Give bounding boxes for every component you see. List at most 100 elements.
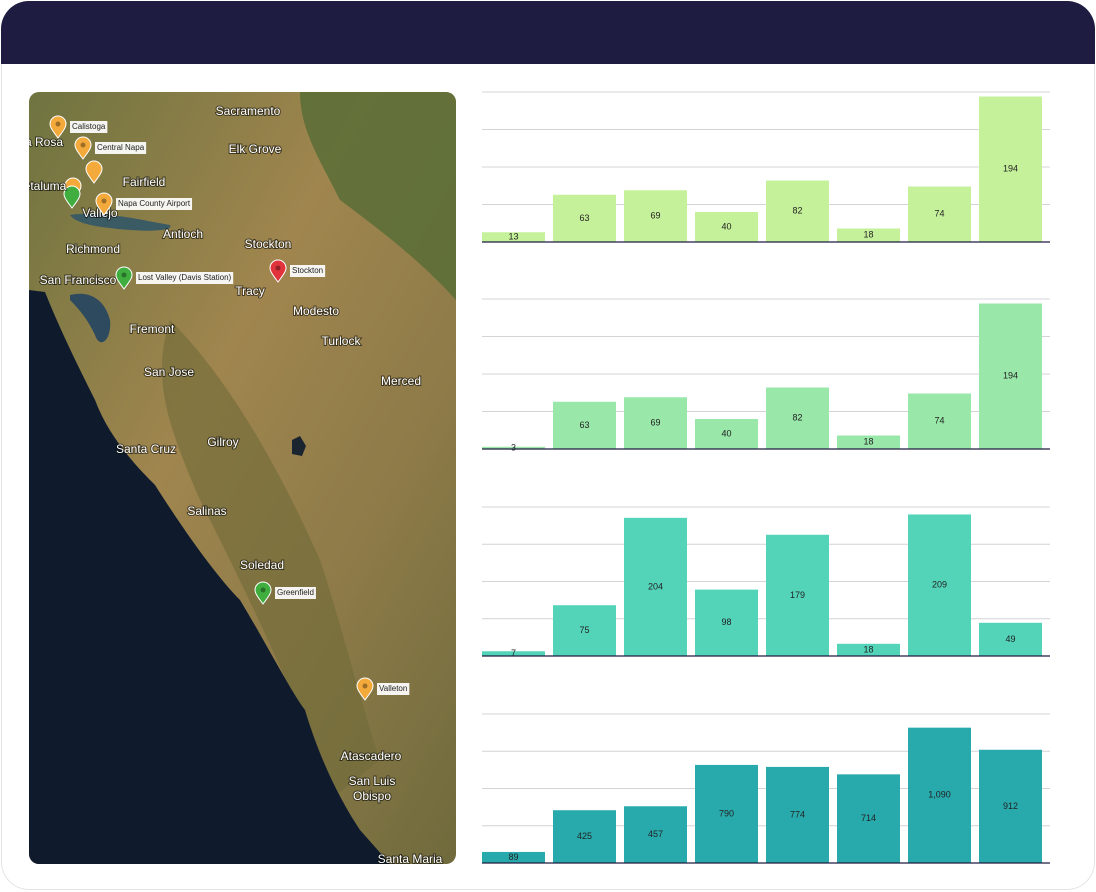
place-label: Stockton <box>245 237 292 251</box>
bar-value-label: 18 <box>863 644 873 654</box>
bar-value-label: 3 <box>511 442 516 452</box>
marker[interactable] <box>254 581 272 605</box>
marker-label-bg <box>290 265 326 277</box>
marker-dot <box>260 587 266 593</box>
place-label: Vallejo <box>82 206 117 220</box>
place-label: Antioch <box>163 227 203 241</box>
marker-label-bg <box>70 121 108 133</box>
bay <box>70 293 111 343</box>
bar-chart: 7 75 204 98 179 18 209 49 <box>482 506 1050 658</box>
marker-label: Napa County Airport <box>118 199 191 208</box>
marker[interactable] <box>74 136 92 160</box>
bar <box>695 589 758 656</box>
place-label: Modesto <box>293 304 339 318</box>
marker-label-bg <box>275 587 316 599</box>
place-label: San Luis <box>349 774 396 788</box>
hills <box>300 92 456 300</box>
bar-value-label: 714 <box>861 813 876 823</box>
bar-value-label: 74 <box>934 209 944 219</box>
bar-value-label: 7 <box>511 648 516 658</box>
bar-value-label: 194 <box>1003 371 1018 381</box>
place-label: Obispo <box>353 789 391 803</box>
bar-value-label: 40 <box>721 221 731 231</box>
bar-value-label: 89 <box>508 852 518 862</box>
ocean <box>29 290 390 864</box>
marker-dot <box>362 683 368 689</box>
place-label: San Jose <box>144 365 194 379</box>
bar-chart: 3 63 69 40 82 18 74 194 <box>482 298 1050 452</box>
marker-label: Calistoga <box>72 122 106 131</box>
bar <box>908 186 971 242</box>
marker-dot <box>55 121 61 127</box>
bar-value-label: 204 <box>648 581 663 591</box>
bar-value-label: 425 <box>577 831 592 841</box>
bar-value-label: 63 <box>579 213 589 223</box>
bar-value-label: 74 <box>934 416 944 426</box>
bar <box>979 96 1042 242</box>
bar-value-label: 912 <box>1003 801 1018 811</box>
place-label: Fairfield <box>123 175 166 189</box>
bar <box>624 806 687 863</box>
bar-value-label: 790 <box>719 808 734 818</box>
marker-label-bg <box>95 142 147 154</box>
marker[interactable] <box>356 677 374 701</box>
marker[interactable] <box>269 259 287 283</box>
bar-value-label: 18 <box>863 437 873 447</box>
place-label: Richmond <box>66 242 120 256</box>
marker-label: Lost Valley (Davis Station) <box>138 273 232 282</box>
bar <box>979 303 1042 449</box>
header-bar <box>1 1 1095 64</box>
bar-value-label: 40 <box>721 428 731 438</box>
bar <box>695 419 758 449</box>
bar-value-label: 49 <box>1005 634 1015 644</box>
bar <box>837 643 900 656</box>
bar <box>766 534 829 656</box>
marker-label: Central Napa <box>97 143 145 152</box>
marker-label: Stockton <box>292 266 323 275</box>
marker-label-bg <box>116 198 193 210</box>
bar-value-label: 75 <box>579 625 589 635</box>
marker[interactable] <box>63 185 81 209</box>
place-label: etaluma <box>24 179 67 193</box>
bar <box>766 766 829 863</box>
bar-value-label: 194 <box>1003 164 1018 174</box>
place-label: Santa Cruz <box>116 442 176 456</box>
place-label: Soledad <box>240 558 284 572</box>
marker-label: Valleton <box>379 684 407 693</box>
bar <box>553 401 616 449</box>
marker-dot <box>275 265 281 271</box>
bar-value-label: 18 <box>863 230 873 240</box>
marker[interactable] <box>49 115 67 139</box>
place-label: Tracy <box>235 284 265 298</box>
map: Sacramento a Rosa Elk Grove Fairfield etalum… <box>24 92 456 864</box>
marker-label-bg <box>377 683 410 695</box>
delta <box>70 213 171 231</box>
place-label: Merced <box>381 374 421 388</box>
bar <box>482 232 545 242</box>
bar <box>766 387 829 449</box>
bar-value-label: 69 <box>650 211 660 221</box>
bar <box>979 622 1042 656</box>
bar-value-label: 1,090 <box>928 790 951 800</box>
bar-chart: 89 425 457 790 774 714 1,090 912 <box>482 713 1050 864</box>
bar <box>837 774 900 863</box>
bar <box>837 435 900 449</box>
marker[interactable] <box>85 160 103 184</box>
marker-label-bg <box>136 272 234 284</box>
bar-value-label: 98 <box>721 617 731 627</box>
bar <box>624 190 687 242</box>
marker[interactable] <box>95 192 113 216</box>
bar <box>553 194 616 242</box>
place-label: Sacramento <box>216 104 281 118</box>
bar <box>766 180 829 242</box>
place-label: a Rosa <box>25 135 63 149</box>
bar <box>482 446 545 449</box>
marker[interactable] <box>115 266 133 290</box>
bar <box>908 514 971 656</box>
marker-dot <box>80 142 86 148</box>
bar-value-label: 209 <box>932 580 947 590</box>
bar-value-label: 82 <box>792 413 802 423</box>
bar <box>624 397 687 449</box>
bar-value-label: 179 <box>790 590 805 600</box>
place-label: Atascadero <box>341 749 402 763</box>
